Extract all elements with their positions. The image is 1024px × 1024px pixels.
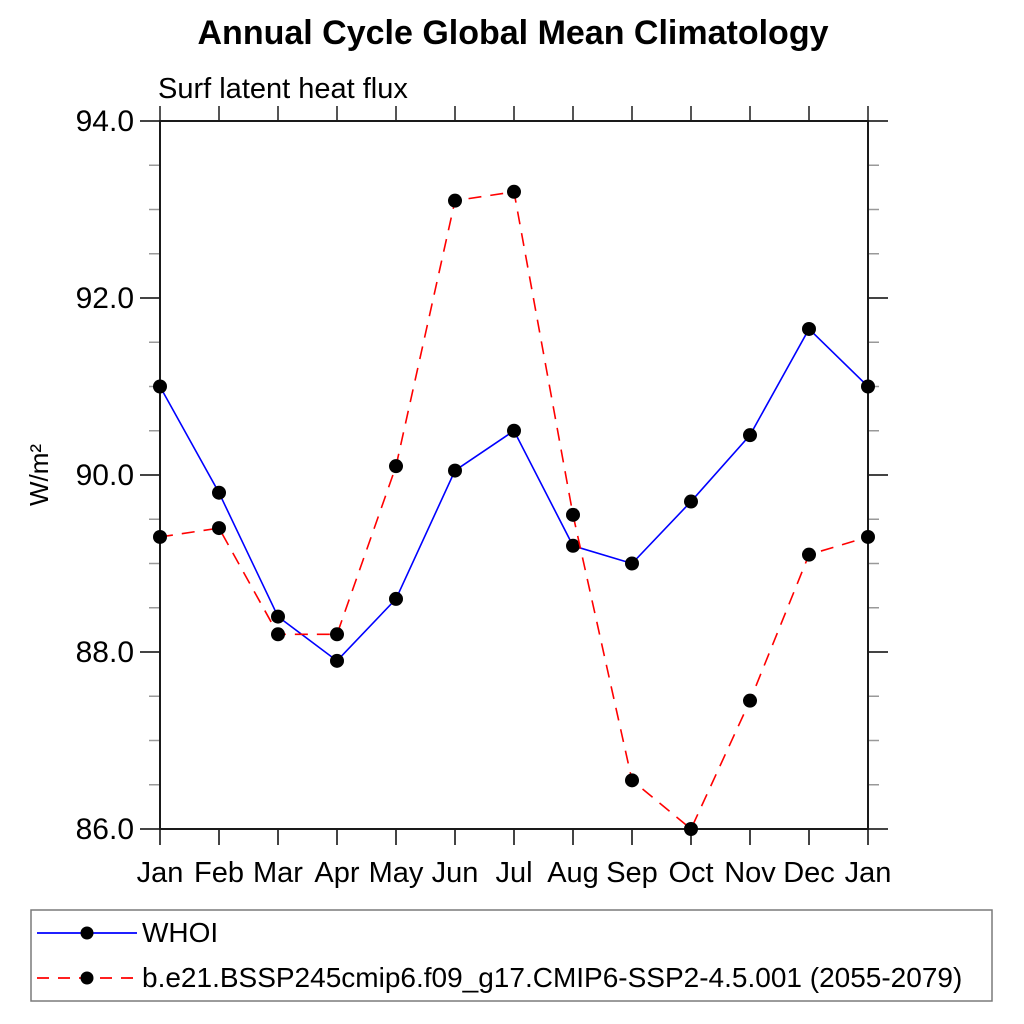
legend-samples: [37, 926, 137, 985]
whoi-line: [159, 327, 869, 662]
legend: WHOI b.e21.BSSP245cmip6.f09_g17.CMIP6-SS…: [30, 909, 993, 1002]
model-legend-marker: [80, 971, 94, 985]
whoi-legend-marker: [80, 926, 94, 940]
model-point: [625, 773, 639, 788]
model-point: [330, 627, 344, 642]
x-tick-label: Nov: [724, 857, 776, 889]
whoi-point: [153, 379, 167, 394]
x-tick-label: Apr: [314, 857, 359, 889]
x-tick-label: Jul: [495, 857, 532, 889]
x-tick-label: Jan: [137, 857, 184, 889]
model-point: [389, 459, 403, 474]
y-tick-label: 92.0: [76, 282, 134, 315]
x-tick-label: Sep: [606, 857, 658, 889]
x-tick-label: Mar: [253, 857, 303, 889]
legend-box: [30, 909, 993, 1002]
x-tick-label: Feb: [194, 857, 244, 889]
x-tick-label: May: [369, 857, 424, 889]
x-tick-label: Jun: [432, 857, 479, 889]
model-point: [448, 193, 462, 208]
model-point: [684, 822, 698, 836]
whoi-point: [684, 494, 698, 509]
legend-label-model: b.e21.BSSP245cmip6.f09_g17.CMIP6-SSP2-4.…: [142, 962, 962, 993]
chart-title: Annual Cycle Global Mean Climatology: [198, 14, 829, 52]
plot-area: 86.0 88.0 90.0 92.0 94.0 Jan Feb Mar Apr May Jun Ju…: [76, 105, 892, 889]
model-point: [271, 627, 285, 642]
whoi-point: [802, 321, 816, 336]
x-tick-label: Dec: [783, 857, 835, 889]
y-axis-label: W/m²: [24, 444, 54, 506]
whoi-point: [448, 463, 462, 478]
y-tick-label: 86.0: [76, 813, 134, 846]
legend-label-whoi: WHOI: [142, 917, 218, 948]
whoi-point: [212, 485, 226, 500]
whoi-point: [743, 428, 757, 443]
whoi-point: [861, 379, 875, 394]
model-line: [159, 190, 869, 831]
y-tick-label: 90.0: [76, 459, 134, 492]
whoi-point: [389, 591, 403, 606]
y-tick-label: 88.0: [76, 636, 134, 669]
model-point: [566, 507, 580, 522]
model-point: [153, 529, 167, 544]
y-tick-label: 94.0: [76, 105, 134, 138]
whoi-point: [271, 609, 285, 624]
whoi-point: [330, 653, 344, 668]
model-point: [743, 693, 757, 708]
model-point: [861, 529, 875, 544]
whoi-point: [566, 538, 580, 553]
model-point: [212, 521, 226, 536]
model-point: [507, 184, 521, 199]
model-point: [802, 547, 816, 562]
x-tick-label: Oct: [668, 857, 713, 889]
chart-subtitle: Surf latent heat flux: [158, 73, 408, 105]
whoi-point: [625, 556, 639, 571]
plot-frame: [159, 120, 869, 830]
x-tick-label: Aug: [547, 857, 599, 889]
whoi-point: [507, 423, 521, 438]
x-tick-label: Jan: [845, 857, 892, 889]
